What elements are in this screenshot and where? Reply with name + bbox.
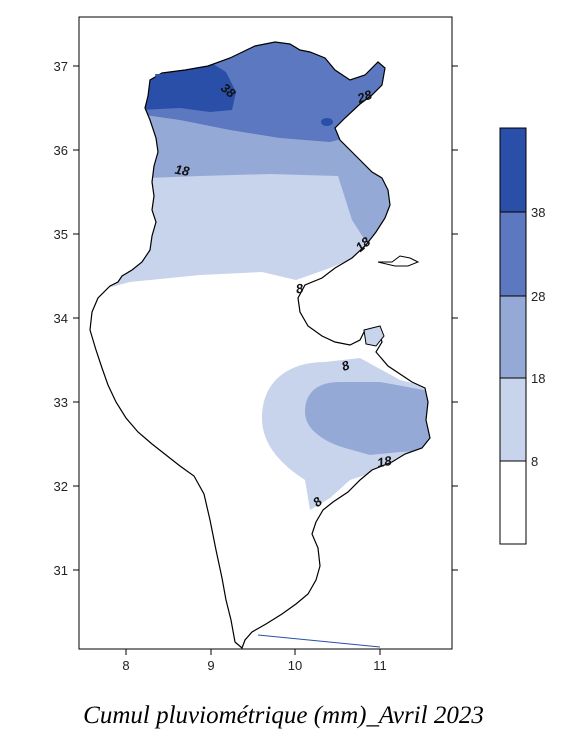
contour-label: 18 [174,162,192,179]
contour-label: 18 [376,453,394,470]
contour-label: 28 [354,87,374,107]
y-tick-label: 33 [54,395,68,410]
legend-label: 28 [531,289,545,304]
legend-colorbar: 38 28 18 8 [499,127,545,545]
neighbor-border [257,634,381,648]
band-18-28-south [305,382,430,455]
galite-island [155,74,170,78]
x-axis: 8 9 10 11 [122,649,387,673]
x-tick-label: 10 [288,658,302,673]
legend-label: 18 [531,371,545,386]
y-axis: 37 36 35 34 33 32 31 [54,59,458,578]
y-tick-label: 34 [54,311,68,326]
y-tick-label: 35 [54,227,68,242]
y-tick-label: 32 [54,479,68,494]
map-caption: Cumul pluviométrique (mm)_Avril 2023 [83,702,484,729]
legend-label: 38 [531,205,545,220]
djerba-island [363,325,385,347]
y-tick-label: 31 [54,563,68,578]
rainfall-bands [100,42,430,510]
y-tick-label: 37 [54,59,68,74]
contour-label: 8 [295,280,305,296]
y-tick-label: 36 [54,143,68,158]
x-tick-label: 8 [122,658,129,673]
legend-swatch-8 [499,377,527,462]
legend-swatch-18 [499,295,527,379]
kerkennah-islands [377,255,420,267]
band-38-spot [321,118,333,126]
country-border [89,41,431,650]
x-tick-label: 11 [373,658,387,673]
legend-swatch-base [499,460,527,545]
legend-swatch-28 [499,211,527,297]
legend-label: 8 [531,454,538,469]
x-tick-label: 9 [207,658,214,673]
legend-swatch-38 [499,127,527,213]
